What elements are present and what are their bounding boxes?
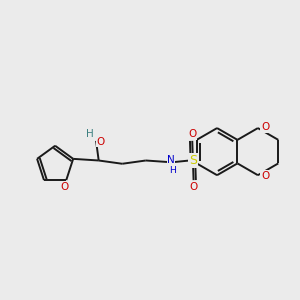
- Text: O: O: [188, 129, 196, 139]
- Text: O: O: [261, 122, 269, 132]
- Text: O: O: [261, 171, 269, 181]
- Text: O: O: [189, 182, 198, 192]
- Text: S: S: [189, 154, 197, 167]
- Text: O: O: [61, 182, 69, 192]
- Text: H: H: [86, 129, 93, 139]
- Text: H: H: [169, 166, 176, 175]
- Text: O: O: [97, 136, 105, 146]
- Text: N: N: [167, 154, 175, 164]
